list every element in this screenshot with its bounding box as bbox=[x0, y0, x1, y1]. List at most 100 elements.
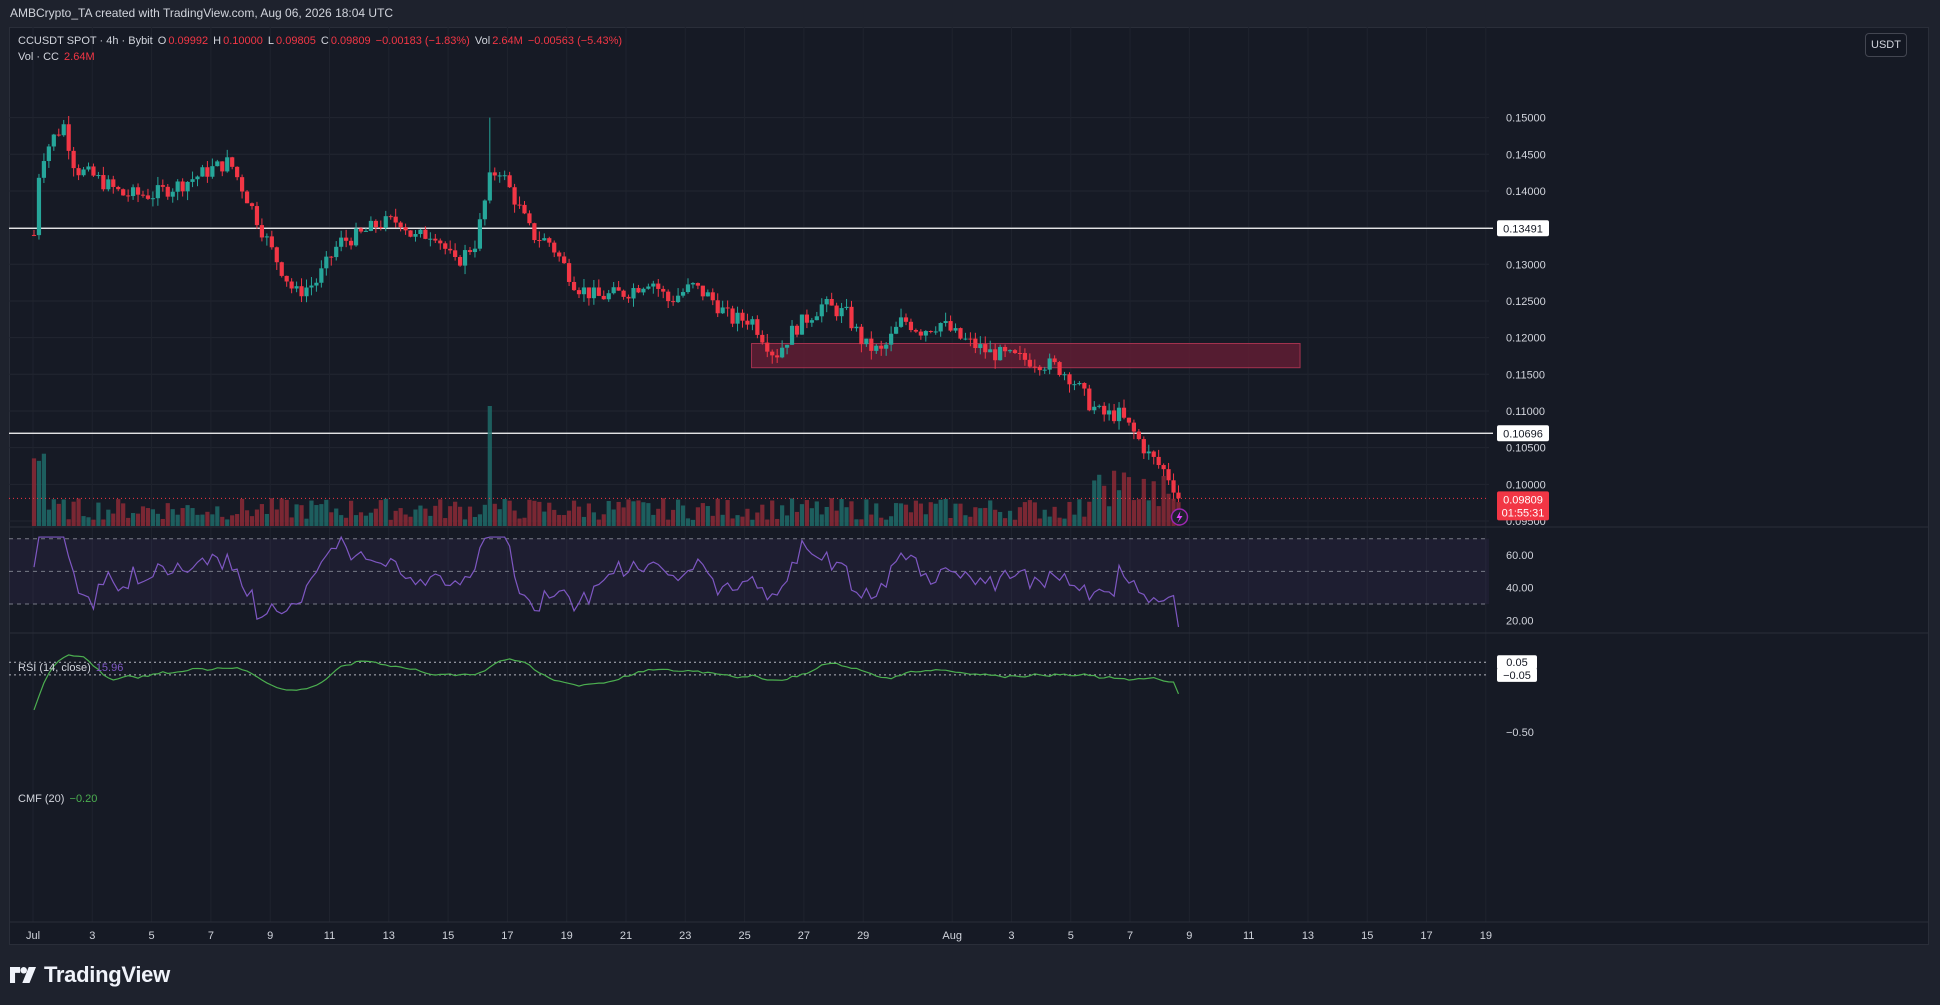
volume-bar bbox=[324, 499, 329, 526]
volume-bar bbox=[368, 512, 374, 526]
volume-bar bbox=[666, 519, 671, 526]
price-axis-tick-label: 0.12000 bbox=[1506, 333, 1546, 345]
volume-bar bbox=[81, 516, 86, 526]
candle-body bbox=[150, 198, 156, 200]
candle-body bbox=[71, 150, 76, 169]
volume-bar bbox=[1097, 474, 1102, 526]
cmf-indicator-label[interactable]: CMF (20) bbox=[18, 793, 65, 805]
volume-bar bbox=[784, 515, 790, 526]
rsi-indicator-label[interactable]: RSI (14, close) bbox=[18, 662, 91, 674]
volume-bar bbox=[1032, 502, 1037, 526]
candle-body bbox=[730, 308, 735, 324]
volume-bar bbox=[884, 519, 889, 526]
volume-bar bbox=[249, 516, 255, 526]
time-axis-tick-label: 13 bbox=[383, 930, 395, 942]
volume-bar bbox=[1146, 500, 1151, 526]
high-value: 0.10000 bbox=[223, 35, 263, 47]
volume-bar bbox=[695, 507, 701, 526]
volume-bar bbox=[819, 514, 824, 526]
vol-change-value: −0.00563 (−5.43%) bbox=[527, 35, 623, 47]
candle-body bbox=[750, 319, 755, 325]
candle-body bbox=[879, 345, 884, 349]
volume-bar bbox=[319, 504, 324, 526]
candle-body bbox=[165, 186, 170, 197]
candle-body bbox=[552, 242, 557, 253]
open-value: 0.09992 bbox=[168, 35, 209, 47]
currency-button[interactable]: USDT bbox=[1865, 33, 1907, 57]
rsi-axis-tick-label: 40.00 bbox=[1506, 583, 1534, 595]
volume-bar bbox=[190, 508, 195, 526]
candle-body bbox=[700, 285, 705, 297]
volume-bar bbox=[448, 506, 453, 526]
candle-body bbox=[66, 124, 71, 151]
volume-bar bbox=[1007, 510, 1013, 526]
candle-body bbox=[324, 256, 329, 269]
volume-bar bbox=[571, 500, 577, 526]
volume-bar bbox=[586, 503, 592, 526]
candle-body bbox=[378, 227, 383, 229]
volume-bar bbox=[562, 515, 567, 526]
candle-body bbox=[740, 312, 745, 321]
volume-bar bbox=[220, 516, 225, 526]
candle-body bbox=[358, 228, 364, 232]
candle-body bbox=[200, 167, 205, 177]
volume-bar bbox=[477, 514, 483, 526]
volume-bar bbox=[675, 499, 681, 526]
candle-body bbox=[319, 268, 324, 283]
volume-bar bbox=[200, 514, 205, 526]
time-axis-tick-label: 15 bbox=[442, 930, 454, 942]
volume-bar bbox=[750, 519, 755, 526]
volume-bar bbox=[210, 514, 215, 526]
time-axis-tick-label: 19 bbox=[561, 930, 573, 942]
candle-body bbox=[36, 177, 42, 236]
volume-bar bbox=[789, 498, 795, 526]
candle-body bbox=[522, 204, 527, 214]
price-axis-tick-label: 0.15000 bbox=[1506, 113, 1546, 125]
volume-bar bbox=[373, 508, 378, 526]
volume-bar bbox=[760, 504, 765, 526]
brand-footer: TradingView bbox=[10, 962, 170, 988]
time-axis-tick-label: 9 bbox=[267, 930, 273, 942]
volume-indicator-label[interactable]: Vol · CC bbox=[18, 51, 59, 63]
candle-body bbox=[368, 220, 374, 231]
volume-bar bbox=[874, 503, 879, 526]
volume-bar bbox=[581, 516, 587, 526]
volume-bar bbox=[274, 509, 279, 526]
time-axis-tick-label: 3 bbox=[89, 930, 95, 942]
volume-bar bbox=[804, 500, 810, 526]
volume-bar bbox=[596, 519, 601, 526]
candle-body bbox=[116, 186, 121, 190]
candle-body bbox=[586, 287, 592, 299]
volume-bar bbox=[1057, 517, 1062, 526]
candle-body bbox=[31, 234, 37, 236]
candle-body bbox=[235, 166, 240, 178]
volume-bar bbox=[978, 508, 983, 526]
volume-bar bbox=[864, 499, 869, 526]
volume-bar bbox=[1126, 477, 1132, 526]
volume-bar bbox=[799, 504, 805, 526]
volume-bar bbox=[235, 514, 240, 526]
volume-bar bbox=[279, 498, 284, 526]
volume-bars-group bbox=[31, 406, 1181, 526]
volume-bar bbox=[547, 502, 552, 526]
rsi-axis-tick-label: 60.00 bbox=[1506, 550, 1534, 562]
symbol-label[interactable]: CCUSDT SPOT · 4h · Bybit bbox=[18, 35, 153, 47]
candle-body bbox=[1136, 431, 1141, 440]
chart-canvas[interactable]: 0.150000.145000.140000.135000.130000.125… bbox=[9, 27, 1929, 945]
volume-bar bbox=[968, 516, 973, 526]
volume-bar bbox=[358, 512, 364, 526]
volume-bar bbox=[378, 500, 383, 526]
candle-body bbox=[1141, 439, 1146, 454]
volume-bar bbox=[794, 511, 800, 526]
rsi-axis-tick-label: 20.00 bbox=[1506, 615, 1534, 627]
volume-bar bbox=[879, 517, 884, 526]
candle-body bbox=[130, 187, 136, 197]
candle-body bbox=[666, 291, 671, 302]
cmf-indicator-value: −0.20 bbox=[69, 793, 98, 805]
volume-bar bbox=[844, 507, 849, 526]
volume-bar bbox=[135, 513, 141, 526]
volume-bar bbox=[126, 517, 131, 526]
candle-body bbox=[1176, 492, 1181, 499]
rsi-indicator-value: 15.96 bbox=[95, 662, 124, 674]
volume-bar bbox=[304, 518, 309, 526]
